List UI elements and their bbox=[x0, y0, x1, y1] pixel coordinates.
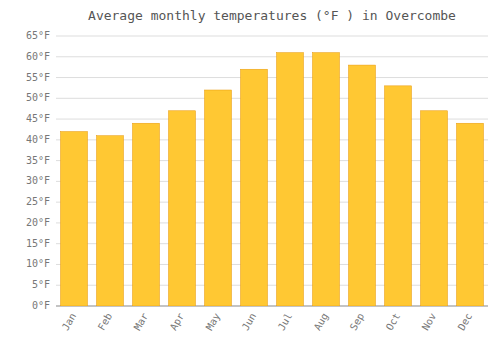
title: Average monthly temperatures (°F ) in Ov… bbox=[88, 8, 456, 23]
x-tick-label: Jan bbox=[60, 311, 79, 332]
x-tick-label: Sep bbox=[348, 311, 367, 332]
grid-line bbox=[56, 98, 488, 99]
y-tick-label: 0°F bbox=[32, 300, 50, 311]
y-tick-label: 20°F bbox=[26, 217, 50, 228]
bar bbox=[169, 111, 196, 306]
bar bbox=[421, 111, 448, 306]
y-tick-label: 35°F bbox=[26, 155, 50, 166]
y-tick-label: 55°F bbox=[26, 72, 50, 83]
y-tick-label: 30°F bbox=[26, 175, 50, 186]
y-tick-label: 25°F bbox=[26, 196, 50, 207]
bars bbox=[61, 53, 484, 306]
x-tick-label: Dec bbox=[456, 311, 475, 332]
x-tick-label: Nov bbox=[420, 311, 439, 332]
chart: 0°F 5°F 10°F 15°F 20°F 25°F 30°F 35°F 40°F 45°F 50… bbox=[0, 0, 500, 350]
bar bbox=[133, 123, 160, 306]
bar bbox=[277, 53, 304, 306]
y-tick-label: 50°F bbox=[26, 92, 50, 103]
bar bbox=[61, 132, 88, 306]
bar bbox=[313, 53, 340, 306]
x-tick-label: Oct bbox=[384, 311, 403, 332]
grid-line bbox=[56, 77, 488, 78]
y-tick-label: 5°F bbox=[32, 279, 50, 290]
y-tick-label: 60°F bbox=[26, 51, 50, 62]
x-tick-label: Feb bbox=[96, 311, 115, 332]
x-tick-label: Mar bbox=[132, 311, 151, 332]
y-tick-label: 40°F bbox=[26, 134, 50, 145]
grid bbox=[56, 36, 488, 306]
y-tick-label: 65°F bbox=[26, 30, 50, 41]
bar bbox=[241, 69, 268, 306]
x-tick-label: Jul bbox=[276, 311, 295, 332]
bar bbox=[97, 136, 124, 306]
bar bbox=[385, 86, 412, 306]
x-tick-label: Aug bbox=[312, 311, 331, 332]
bar bbox=[205, 90, 232, 306]
x-tick-label: Jun bbox=[240, 311, 259, 332]
axes: 0°F 5°F 10°F 15°F 20°F 25°F 30°F 35°F 40°F 45°F 50… bbox=[26, 30, 488, 332]
grid-line bbox=[56, 56, 488, 57]
bar bbox=[457, 123, 484, 306]
y-tick-label: 45°F bbox=[26, 113, 50, 124]
x-tick-label: Apr bbox=[168, 311, 187, 332]
y-tick-label: 15°F bbox=[26, 238, 50, 249]
y-tick-label: 10°F bbox=[26, 258, 50, 269]
grid-line bbox=[56, 36, 488, 37]
bar bbox=[349, 65, 376, 306]
x-tick-label: May bbox=[204, 311, 223, 332]
